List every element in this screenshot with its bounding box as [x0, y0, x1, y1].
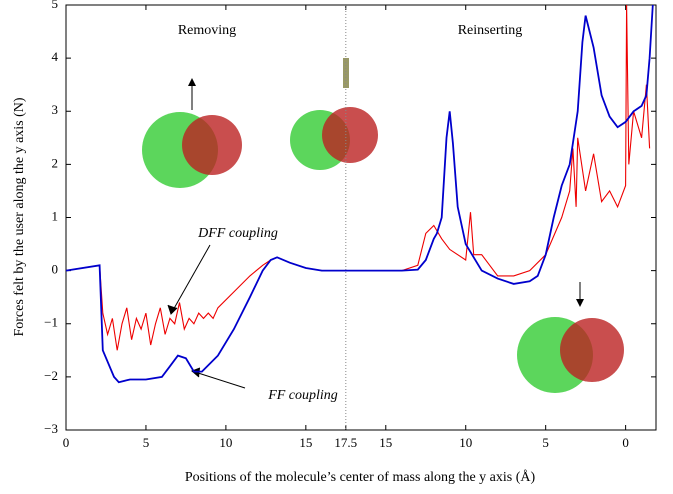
y-tick-label: −3: [44, 421, 58, 436]
y-tick-label: −2: [44, 368, 58, 383]
annotation: DFF coupling: [197, 226, 278, 241]
line-series: [65, 4, 654, 384]
y-tick-label: 3: [52, 102, 59, 117]
x-tick-label: 5: [143, 435, 150, 450]
y-tick-label: 1: [52, 208, 59, 223]
y-tick-label: 4: [52, 49, 59, 64]
annotation: Reinserting: [458, 23, 523, 38]
annotation: Removing: [178, 23, 236, 38]
x-tick-label: 0: [63, 435, 70, 450]
molecule-right: [517, 282, 624, 393]
y-tick-label: 0: [52, 262, 59, 277]
y-tick-label: 5: [52, 0, 59, 11]
y-tick-label: 2: [52, 155, 59, 170]
annotation: FF coupling: [267, 388, 338, 403]
molecule-left: [142, 78, 242, 188]
x-tick-label: 10: [459, 435, 472, 450]
x-tick-label: 0: [622, 435, 629, 450]
x-axis-label: Positions of the molecule’s center of ma…: [185, 469, 536, 485]
x-tick-label: 15: [299, 435, 312, 450]
x-tick-label: 15: [379, 435, 392, 450]
x-tick-label: 10: [219, 435, 232, 450]
x-tick-label: 17.5: [334, 435, 357, 450]
line-series: [65, 4, 651, 351]
y-tick-label: −1: [44, 315, 58, 330]
x-tick-label: 5: [542, 435, 549, 450]
molecule-middle: [290, 58, 378, 170]
y-axis-label: Forces felt by the user along the y axis…: [12, 97, 27, 336]
